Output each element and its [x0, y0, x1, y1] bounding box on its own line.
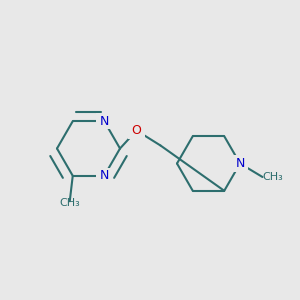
Bar: [128, 122, 145, 139]
Bar: [96, 167, 112, 184]
Text: CH₃: CH₃: [59, 198, 80, 208]
Text: CH₃: CH₃: [262, 172, 284, 182]
Text: O: O: [132, 124, 141, 137]
Text: N: N: [100, 169, 109, 182]
Text: N: N: [235, 157, 245, 170]
Bar: [232, 155, 248, 172]
Bar: [96, 113, 112, 130]
Text: N: N: [100, 115, 109, 128]
